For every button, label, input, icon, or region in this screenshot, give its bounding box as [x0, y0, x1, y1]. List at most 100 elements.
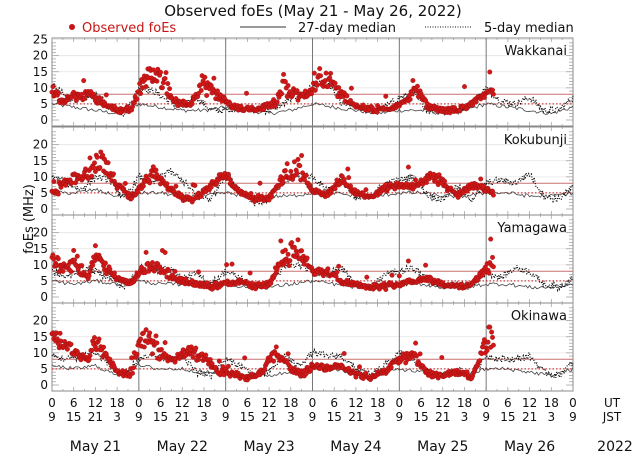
x-tick-label-ut: 6 — [330, 396, 338, 410]
observed-point — [279, 91, 285, 97]
observed-point — [488, 236, 494, 242]
x-tick-label-ut: 6 — [417, 396, 425, 410]
day-label: May 23 — [243, 439, 294, 455]
observed-point — [489, 329, 495, 335]
observed-points — [49, 66, 496, 116]
y-tick-label: 5 — [40, 186, 48, 200]
observed-point — [336, 263, 342, 269]
observed-point — [86, 273, 92, 279]
x-tick-label-jst: 15 — [327, 410, 342, 424]
observed-point — [130, 365, 136, 371]
observed-point — [414, 353, 419, 359]
y-tick-label: 0 — [40, 378, 48, 392]
x-tick-label-ut: 18 — [457, 396, 472, 410]
observed-point — [143, 84, 149, 90]
observed-point — [297, 163, 303, 169]
y-tick-label: 20 — [33, 314, 48, 328]
observed-point — [162, 340, 168, 346]
observed-point — [165, 81, 171, 87]
y-tick-label: 10 — [33, 81, 48, 95]
observed-point — [304, 255, 310, 261]
y-tick-label: 20 — [33, 49, 48, 63]
observed-point — [423, 262, 429, 268]
observed-points — [49, 149, 496, 205]
observed-point — [282, 79, 288, 85]
y-tick-label: 15 — [33, 242, 48, 256]
y-tick-label: 15 — [33, 65, 48, 79]
observed-point — [102, 260, 108, 266]
observed-point — [189, 101, 195, 107]
observed-point — [490, 254, 495, 260]
observed-point — [216, 358, 222, 364]
observed-point — [457, 108, 463, 114]
observed-point — [79, 263, 85, 269]
panel-wakkanai: 0 5 10 15 20 25 Wakkanai — [33, 33, 574, 127]
observed-point — [388, 364, 394, 370]
observed-point — [101, 344, 107, 350]
x-tick-label-ut: 18 — [196, 396, 211, 410]
observed-point — [311, 70, 317, 76]
observed-point — [198, 88, 204, 93]
observed-point — [407, 96, 413, 102]
x-tick-label-ut: 6 — [244, 396, 252, 410]
observed-point — [82, 95, 88, 101]
observed-point — [285, 83, 291, 88]
observed-point — [105, 160, 111, 166]
observed-point — [317, 66, 323, 72]
observed-point — [345, 166, 351, 172]
observed-point — [478, 176, 484, 182]
observed-point — [143, 327, 149, 333]
observed-point — [202, 74, 208, 80]
observed-point — [68, 341, 74, 347]
x-tick-label-ut: 12 — [348, 396, 363, 410]
observed-point — [289, 240, 295, 246]
observed-point — [204, 93, 210, 98]
median-27day-line — [51, 102, 574, 116]
observed-point — [389, 272, 395, 278]
x-tick-label-jst: 15 — [413, 410, 428, 424]
x-tick-label-jst: 9 — [48, 410, 56, 424]
y-tick-label: 0 — [40, 290, 48, 304]
y-axis-label: foEs (MHz) — [22, 184, 37, 254]
median-27day-line — [51, 278, 574, 290]
observed-point — [490, 91, 496, 97]
observed-point — [348, 85, 354, 91]
observed-point — [147, 330, 153, 336]
x-tick-label-ut: 18 — [370, 396, 385, 410]
observed-point — [211, 75, 217, 81]
observed-point — [328, 70, 334, 76]
observed-point — [294, 251, 300, 257]
observed-point — [282, 168, 288, 174]
observed-point — [383, 93, 389, 99]
observed-point — [323, 70, 329, 76]
observed-point — [417, 351, 423, 357]
observed-point — [325, 84, 331, 90]
y-tick-label: 20 — [33, 138, 48, 152]
observed-point — [273, 344, 279, 350]
observed-point — [477, 358, 483, 364]
observed-point — [162, 76, 168, 81]
observed-points — [49, 324, 496, 383]
observed-point — [193, 345, 199, 351]
observed-point — [286, 263, 292, 269]
x-tick-label-jst: 15 — [240, 410, 255, 424]
y-tick-label: 5 — [40, 362, 48, 376]
observed-point — [190, 354, 196, 360]
observed-point — [295, 156, 301, 162]
observed-point — [196, 269, 201, 275]
observed-point — [173, 183, 179, 189]
observed-point — [334, 269, 340, 275]
x-tick-label-jst: 21 — [522, 410, 537, 424]
y-tick-label: 20 — [33, 226, 48, 240]
x-tick-label-ut: 12 — [522, 396, 537, 410]
x-tick-label-ut: 0 — [569, 396, 577, 410]
observed-point — [127, 374, 133, 379]
x-tick-label-jst: 21 — [88, 410, 103, 424]
observed-point — [89, 173, 95, 179]
x-tick-label-jst: 15 — [153, 410, 168, 424]
x-tick-label-ut: 0 — [48, 396, 56, 410]
observed-point — [490, 264, 496, 270]
observed-point — [164, 181, 170, 187]
observed-point — [225, 363, 231, 369]
